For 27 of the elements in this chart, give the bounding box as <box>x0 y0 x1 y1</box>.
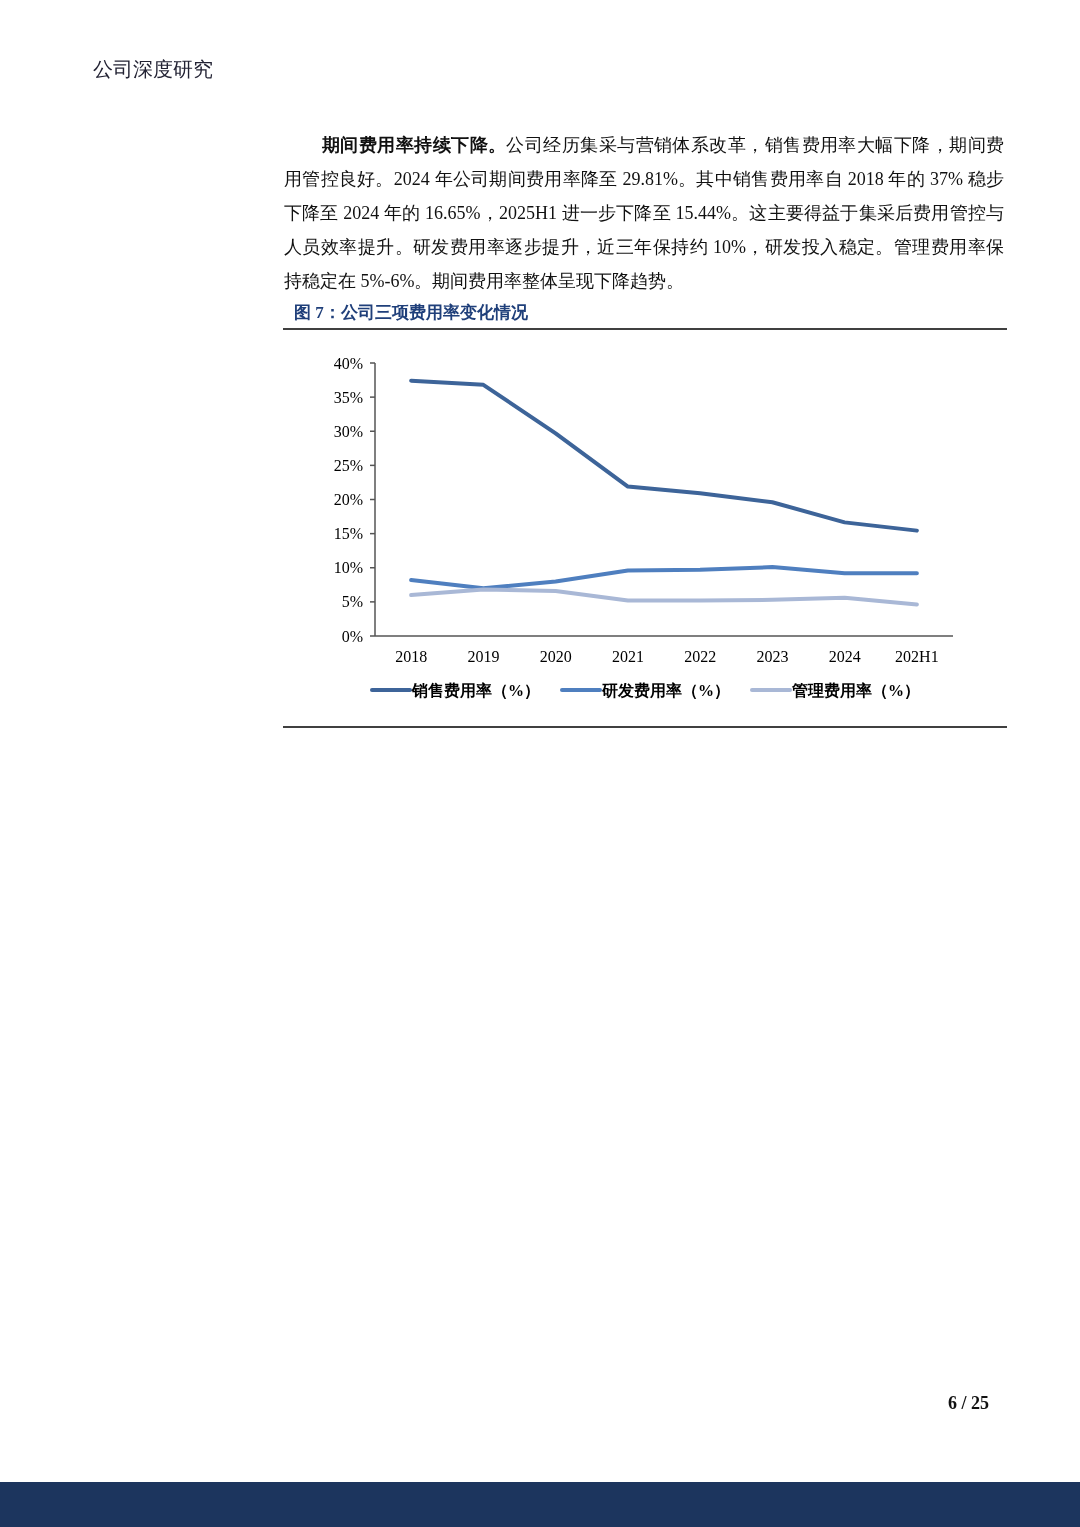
x-tick-label: 2022 <box>684 648 717 665</box>
legend-label: 销售费用率（%） <box>411 680 540 700</box>
x-tick-label: 2018 <box>395 648 428 665</box>
y-tick-label: 40% <box>333 354 363 372</box>
x-tick-label: 2024 <box>828 648 861 665</box>
legend-label: 研发费用率（%） <box>601 680 730 700</box>
y-tick-label: 5% <box>341 593 363 611</box>
chart-title: 图 7：公司三项费用率变化情况 <box>294 302 528 324</box>
text: 公司深度研究 <box>93 57 213 82</box>
y-tick-label: 20% <box>333 491 363 508</box>
x-tick-label: 2023 <box>756 648 789 665</box>
x-tick-label: 2021 <box>611 648 644 665</box>
x-tick-label: 2020 <box>539 648 572 665</box>
y-tick-label: 10% <box>333 559 363 577</box>
line-series <box>409 378 919 533</box>
line-series <box>409 565 919 591</box>
y-tick-label: 35% <box>333 388 363 406</box>
legend-label: 管理费用率（%） <box>791 680 920 700</box>
y-tick-label: 25% <box>333 456 363 474</box>
text: 6 / 25 <box>948 1393 990 1414</box>
x-tick-label: 2019 <box>467 648 500 665</box>
y-tick-label: 15% <box>333 525 363 543</box>
y-tick-label: 0% <box>341 627 363 645</box>
text: 期间费用率持续下降。公司经历集采与营销体系改革，销售费用率大幅下降，期间费用管控良好。2024 年公司期间费用率降至 29.81%。其中销售费用率自 2018 年的 37% 稳步下降至 2024 年的 16.65%，2025H1 进一步下降至 15.44%。这主要得益于集采后费用管控与人员效率提升。研发费用率逐步提升，近三年保持约 10%，研发投入稳定。管理费用率保持稳定在 5%-6%。期间费用率整体呈现下降趋势。 <box>284 134 1005 293</box>
line-series <box>409 587 919 607</box>
x-tick-label: 202H1 <box>895 648 939 665</box>
y-tick-label: 30% <box>333 422 363 440</box>
